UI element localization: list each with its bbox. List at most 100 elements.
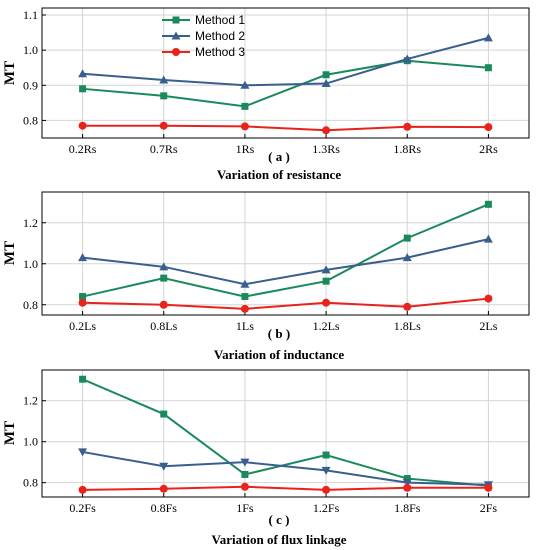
plot-frame-b — [41, 191, 530, 316]
data-point-method2 — [240, 80, 250, 89]
data-point-method3 — [240, 122, 249, 131]
data-point-method3 — [159, 300, 168, 309]
y-tick-label-a: 1.1 — [23, 8, 38, 22]
data-point-method1 — [79, 375, 87, 383]
data-point-method2 — [78, 69, 88, 78]
data-point-method1 — [160, 92, 168, 100]
data-point-method3 — [78, 298, 87, 307]
x-tick-label-c: 1.8Fs — [394, 501, 421, 515]
data-point-method3 — [403, 122, 412, 131]
x-tick-label-b: 0.8Ls — [150, 319, 177, 333]
data-point-method2 — [159, 75, 169, 84]
data-point-method3 — [78, 121, 87, 130]
legend-marker-method-2 — [171, 31, 181, 40]
data-point-method2 — [159, 262, 169, 271]
y-tick-label-b: 1.2 — [23, 216, 38, 230]
x-tick-label-b: 2Ls — [479, 319, 497, 333]
series-line-method2 — [82, 238, 489, 286]
legend-label-method-1: Method 1 — [195, 13, 245, 27]
data-point-method2 — [321, 79, 331, 88]
x-tick-label-a: 1Rs — [236, 142, 255, 156]
data-point-method2 — [483, 234, 493, 243]
data-point-method3 — [484, 123, 493, 132]
x-tick-label-b: 1Ls — [236, 319, 254, 333]
x-tick-label-a: 2Rs — [479, 142, 498, 156]
data-point-method3 — [484, 294, 493, 303]
data-point-method3 — [403, 302, 412, 311]
caption-tag-a: ( a ) — [268, 149, 290, 164]
y-tick-label-c: 1.2 — [23, 394, 38, 408]
data-point-method1 — [79, 293, 87, 301]
x-tick-label-a: 0.2Rs — [69, 142, 97, 156]
legend-marker-method-1 — [172, 16, 180, 24]
series-line-method1 — [82, 59, 489, 108]
series-line-method3 — [82, 297, 489, 310]
data-point-method1 — [322, 451, 330, 459]
data-point-method3 — [322, 298, 331, 307]
caption-c: Variation of flux linkage — [212, 532, 347, 547]
data-point-method1 — [160, 274, 168, 282]
series-line-method1 — [82, 203, 489, 298]
y-tick-label-b: 0.8 — [23, 298, 38, 312]
x-tick-label-a: 0.7Rs — [150, 142, 178, 156]
y-tick-label-a: 1.0 — [23, 43, 38, 57]
x-tick-label-c: 0.8Fs — [151, 501, 178, 515]
plot-frame-a — [41, 7, 530, 139]
x-tick-label-c: 2Fs — [480, 501, 498, 515]
data-point-method3 — [322, 485, 331, 494]
data-point-method2 — [78, 448, 88, 457]
data-point-method1 — [322, 71, 330, 79]
data-point-method2 — [78, 253, 88, 262]
legend-label-method-3: Method 3 — [195, 45, 245, 59]
series-line-method1 — [82, 378, 489, 487]
caption-tag-b: ( b ) — [268, 326, 290, 341]
data-point-method1 — [322, 277, 330, 285]
x-tick-label-c: 0.2Fs — [69, 501, 96, 515]
data-point-method2 — [402, 479, 412, 488]
y-tick-label-c: 1.0 — [23, 435, 38, 449]
y-tick-label-c: 0.8 — [23, 476, 38, 490]
legend: Method 1 Method 2 Method 3 — [162, 13, 245, 59]
x-tick-label-b: 1.2Ls — [313, 319, 340, 333]
y-axis-label-c: MT — [2, 421, 18, 445]
data-point-method3 — [78, 485, 87, 494]
y-axis-label-a: MT — [2, 61, 18, 85]
data-point-method2 — [321, 265, 331, 274]
legend-marker-method-3 — [172, 48, 180, 56]
data-point-method3 — [484, 483, 493, 492]
data-point-method2 — [402, 54, 412, 63]
caption-b: Variation of inductance — [214, 347, 344, 362]
data-point-method2 — [240, 279, 250, 288]
caption-tag-c: ( c ) — [269, 512, 290, 527]
data-point-method1 — [403, 234, 411, 242]
panel-a: 0.2Rs 0.7Rs 1Rs 1.3Rs 1.8Rs 2Rs 0.8 0.9 1.0 1.1 M… — [2, 7, 530, 182]
y-tick-label-a: 0.9 — [23, 78, 38, 92]
data-point-method2 — [321, 466, 331, 475]
data-point-method3 — [240, 304, 249, 313]
series-line-method2 — [82, 36, 489, 87]
data-point-method1 — [241, 102, 249, 110]
x-tick-label-a: 1.3Rs — [312, 142, 340, 156]
legend-label-method-2: Method 2 — [195, 29, 245, 43]
data-point-method1 — [484, 64, 492, 72]
caption-a: Variation of resistance — [217, 167, 341, 182]
panel-b: 0.2Ls 0.8Ls 1Ls 1.2Ls 1.8Ls 2Ls 0.8 1.0 1.2 MT (… — [2, 191, 530, 362]
data-point-method1 — [241, 293, 249, 301]
x-tick-label-a: 1.8Rs — [393, 142, 421, 156]
data-point-method3 — [159, 121, 168, 130]
data-point-method1 — [160, 410, 168, 418]
data-point-method1 — [403, 475, 411, 483]
data-point-method1 — [79, 85, 87, 93]
data-point-method2 — [240, 458, 250, 467]
data-point-method3 — [159, 484, 168, 493]
x-tick-label-b: 1.8Ls — [394, 319, 421, 333]
x-tick-label-c: 1Fs — [236, 501, 254, 515]
data-point-method1 — [484, 200, 492, 208]
y-axis-label-b: MT — [2, 241, 18, 265]
data-point-method3 — [240, 482, 249, 491]
panel-c: 0.2Fs 0.8Fs 1Fs 1.2Fs 1.8Fs 2Fs 0.8 1.0 1.2 MT (… — [2, 369, 530, 547]
data-point-method3 — [403, 483, 412, 492]
data-point-method2 — [402, 253, 412, 262]
series-line-method2 — [82, 450, 489, 486]
